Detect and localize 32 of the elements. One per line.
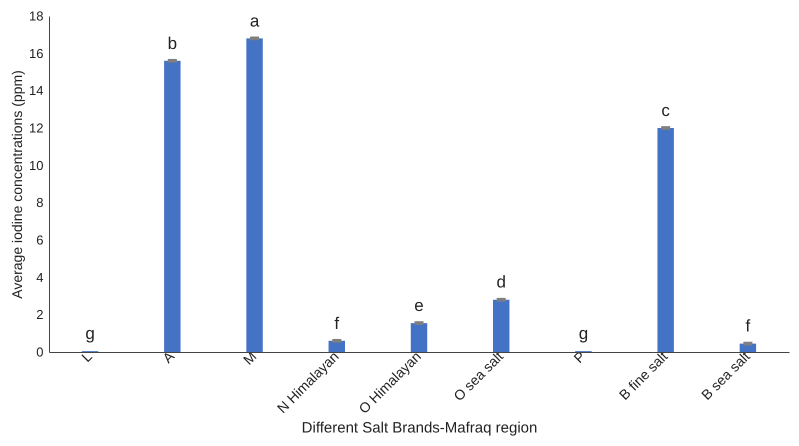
y-tick-label: 12 [29,120,44,136]
annotation: e [414,296,424,316]
annotation: b [168,34,178,53]
y-tick-label: 14 [29,83,44,98]
x-tick-label: A [159,348,178,366]
x-tick-label: B sea salt [698,348,753,403]
annotation: g [578,324,588,344]
bar [164,60,181,352]
bar [328,340,345,352]
y-tick-label: 0 [36,344,44,360]
x-tick-label: L [78,348,96,365]
x-axis-title: Different Salt Brands-Mafraq region [302,420,538,437]
annotation: f [334,314,340,333]
annotation: a [250,11,260,30]
bar [410,323,428,352]
bar [493,300,510,352]
y-tick-label: 2 [36,307,44,322]
y-tick-label: 10 [29,158,44,173]
bar [246,38,263,352]
y-tick-label: 16 [29,46,44,61]
x-tick-label: B fine salt [616,348,671,403]
annotation: g [85,324,95,344]
annotation: c [661,101,670,120]
y-tick-label: 6 [36,232,44,248]
y-tick-label: 18 [29,8,44,24]
annotation: d [496,272,506,292]
y-tick-label: 4 [36,270,44,285]
annotation: f [746,316,751,336]
y-tick-label: 8 [36,195,44,210]
y-axis-title: Average iodine concentrations (ppm) [9,70,26,299]
x-tick-label: O sea salt [450,348,506,404]
bar [657,128,674,352]
